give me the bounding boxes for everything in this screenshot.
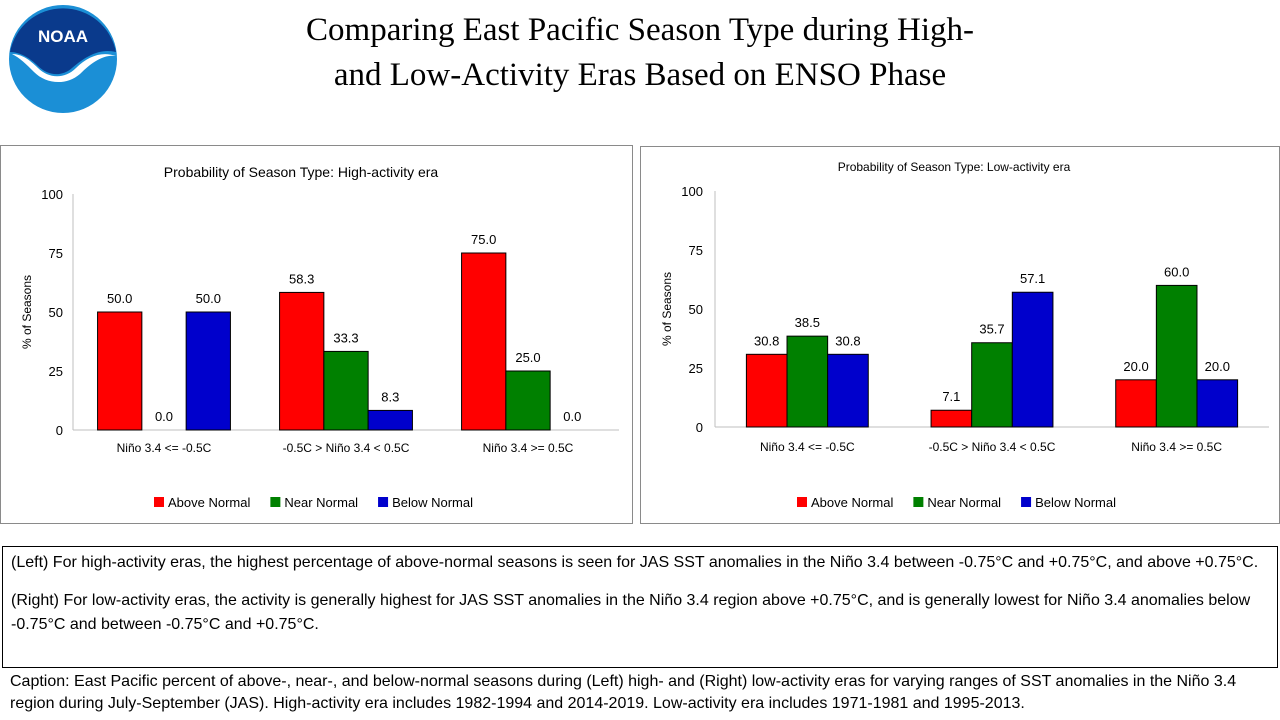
caption: Caption: East Pacific percent of above-,… [10, 673, 1237, 712]
y-tick-label: 25 [49, 364, 63, 379]
bar-below-normal [827, 353, 869, 428]
bar-near-normal [971, 342, 1013, 428]
data-label: 25.0 [515, 350, 540, 365]
data-label: 8.3 [381, 389, 399, 404]
page-title: Comparing East Pacific Season Type durin… [180, 8, 1100, 98]
x-category-label: Niño 3.4 >= 0.5C [1131, 440, 1222, 454]
bar-above-normal [745, 353, 788, 428]
data-label: 0.0 [155, 409, 173, 424]
bar-below-normal [1196, 379, 1239, 428]
legend-swatch [913, 497, 924, 507]
chart-panel-low-activity: Probability of Season Type: Low-activity… [640, 146, 1280, 524]
legend-swatch [1021, 497, 1032, 507]
bar-near-normal [323, 350, 369, 431]
chart-title: Probability of Season Type: High-activit… [164, 164, 439, 180]
data-label: 7.1 [942, 389, 960, 404]
bar-above-normal [279, 291, 325, 431]
legend-entry: Near Normal [927, 495, 1001, 510]
data-label: 75.0 [471, 232, 496, 247]
y-tick-label: 50 [689, 302, 703, 317]
legend-entry: Above Normal [811, 495, 893, 510]
legend-entry: Near Normal [284, 495, 358, 510]
legend-entry: Below Normal [392, 495, 473, 510]
logo-text: NOAA [38, 27, 88, 46]
y-axis-label: % of Seasons [20, 275, 34, 349]
chart-title: Probability of Season Type: Low-activity… [838, 160, 1071, 174]
x-category-label: Niño 3.4 >= 0.5C [483, 441, 574, 455]
data-label: 50.0 [107, 291, 132, 306]
bar-near-normal [786, 335, 829, 428]
data-label: 30.8 [754, 333, 779, 348]
y-tick-label: 100 [41, 187, 63, 202]
legend-entry: Below Normal [1035, 495, 1116, 510]
data-label: 0.0 [563, 409, 581, 424]
page-title-line-1: Comparing East Pacific Season Type durin… [306, 12, 974, 48]
data-label: 60.0 [1164, 264, 1189, 279]
y-tick-label: 0 [696, 420, 703, 435]
bar-chart-high-activity: Probability of Season Type: High-activit… [20, 164, 619, 510]
data-label: 30.8 [835, 333, 860, 348]
bar-above-normal [930, 409, 973, 428]
data-label: 35.7 [979, 322, 1004, 337]
y-tick-label: 0 [56, 423, 63, 438]
description-box: (Left) For high-activity eras, the highe… [2, 546, 1278, 668]
x-category-label: -0.5C > Niño 3.4 < 0.5C [283, 441, 410, 455]
legend-swatch [154, 497, 164, 507]
data-label: 50.0 [196, 291, 221, 306]
legend-entry: Above Normal [168, 495, 250, 510]
x-category-label: Niño 3.4 <= -0.5C [760, 440, 855, 454]
bar-near-normal [505, 370, 551, 431]
data-label: 33.3 [333, 330, 358, 345]
page-title-line-2: and Low-Activity Eras Based on ENSO Phas… [333, 57, 947, 93]
data-label: 20.0 [1123, 359, 1148, 374]
x-category-label: Niño 3.4 <= -0.5C [117, 441, 212, 455]
y-tick-label: 25 [689, 361, 703, 376]
noaa-logo-icon: NOAA [9, 5, 117, 113]
bar-near-normal [1155, 284, 1198, 428]
legend-swatch [378, 497, 389, 507]
data-label: 38.5 [795, 315, 820, 330]
chart-panel-high-activity: Probability of Season Type: High-activit… [0, 145, 633, 524]
data-label: 57.1 [1020, 271, 1045, 286]
y-axis-label: % of Seasons [660, 272, 674, 346]
legend-swatch [270, 497, 281, 507]
bar-chart-low-activity: Probability of Season Type: Low-activity… [660, 160, 1269, 510]
y-tick-label: 75 [689, 243, 703, 258]
data-label: 58.3 [289, 271, 314, 286]
bar-above-normal [97, 311, 143, 431]
x-category-label: -0.5C > Niño 3.4 < 0.5C [929, 440, 1056, 454]
description-right: (Right) For low-activity eras, the activ… [11, 592, 1251, 633]
description-left: (Left) For high-activity eras, the highe… [11, 554, 1259, 571]
y-tick-label: 100 [681, 184, 703, 199]
bar-below-normal [367, 409, 413, 431]
bar-below-normal [1011, 291, 1054, 428]
y-tick-label: 75 [49, 246, 63, 261]
bar-below-normal [185, 311, 231, 431]
bar-above-normal [461, 252, 507, 431]
data-label: 20.0 [1205, 359, 1230, 374]
legend-swatch [797, 497, 807, 507]
y-tick-label: 50 [49, 305, 63, 320]
bar-above-normal [1115, 379, 1157, 428]
